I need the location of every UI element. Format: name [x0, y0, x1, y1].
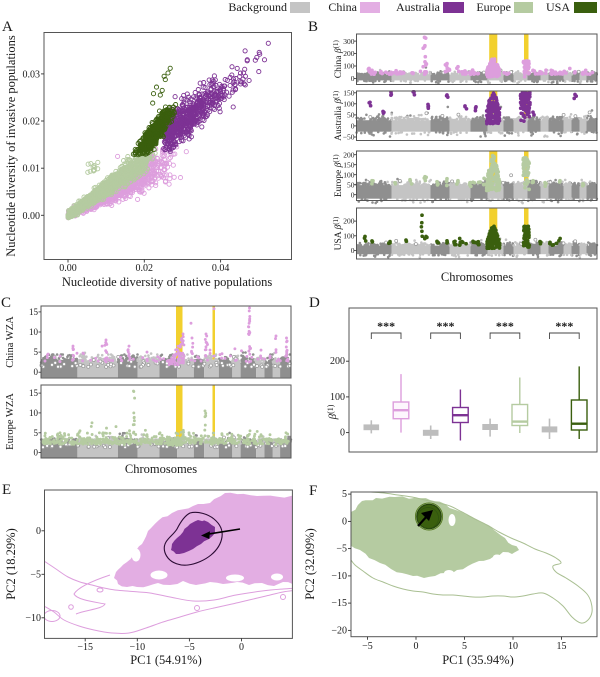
svg-text:−15: −15: [331, 598, 347, 609]
svg-text:−10: −10: [25, 613, 41, 624]
svg-text:100: 100: [343, 99, 355, 108]
svg-text:0: 0: [34, 448, 39, 458]
svg-text:200: 200: [343, 217, 355, 226]
svg-text:5: 5: [462, 641, 467, 652]
svg-text:100: 100: [343, 62, 355, 71]
svg-text:−10: −10: [129, 642, 145, 653]
svg-text:15: 15: [557, 641, 567, 652]
svg-text:Europe WZA: Europe WZA: [5, 393, 16, 450]
svg-text:0: 0: [342, 516, 347, 527]
svg-text:Background: Background: [228, 0, 287, 14]
svg-text:China WZA: China WZA: [5, 316, 16, 368]
svg-text:PC2 (18.29%): PC2 (18.29%): [4, 528, 18, 600]
svg-text:A: A: [2, 19, 13, 35]
svg-text:100: 100: [343, 170, 355, 179]
svg-text:0: 0: [340, 428, 345, 439]
svg-text:PC1 (54.91%): PC1 (54.91%): [130, 653, 202, 667]
svg-text:Europe β(1): Europe β(1): [332, 154, 344, 197]
svg-text:−5: −5: [30, 569, 41, 580]
svg-text:50: 50: [347, 111, 355, 120]
svg-text:β(1): β(1): [326, 404, 339, 420]
svg-text:0: 0: [239, 642, 244, 653]
svg-text:0: 0: [351, 74, 355, 83]
svg-text:−10: −10: [331, 571, 347, 582]
svg-text:Australia β(1): Australia β(1): [332, 90, 344, 141]
svg-text:0: 0: [34, 367, 39, 377]
svg-text:5: 5: [34, 428, 39, 438]
svg-text:E: E: [2, 482, 11, 498]
svg-text:Chromosomes: Chromosomes: [441, 270, 513, 284]
svg-text:Nucleotide diversity of invasi: Nucleotide diversity of invasive populat…: [4, 35, 18, 257]
svg-text:0: 0: [36, 526, 41, 537]
svg-text:Nucleotide diversity of native: Nucleotide diversity of native populatio…: [62, 275, 273, 289]
svg-text:200: 200: [330, 356, 345, 367]
svg-text:USA β(1): USA β(1): [332, 216, 344, 250]
svg-text:−5: −5: [184, 642, 195, 653]
svg-text:200: 200: [343, 49, 355, 58]
svg-text:***: ***: [496, 319, 514, 333]
svg-text:5: 5: [342, 489, 347, 500]
svg-text:10: 10: [508, 641, 518, 652]
svg-text:0: 0: [414, 641, 419, 652]
svg-text:0.03: 0.03: [23, 69, 41, 80]
svg-text:***: ***: [377, 319, 395, 333]
svg-text:USA: USA: [546, 0, 570, 14]
svg-text:0.04: 0.04: [212, 263, 230, 274]
svg-text:10: 10: [29, 327, 39, 337]
svg-text:China β(1): China β(1): [332, 40, 344, 79]
svg-text:0.00: 0.00: [59, 263, 77, 274]
svg-text:150: 150: [343, 160, 355, 169]
svg-text:Chromosomes: Chromosomes: [125, 462, 197, 476]
svg-text:PC2 (32.09%): PC2 (32.09%): [303, 528, 317, 600]
svg-text:10: 10: [29, 408, 39, 418]
svg-text:100: 100: [330, 392, 345, 403]
svg-text:5: 5: [34, 347, 39, 357]
svg-text:D: D: [309, 295, 320, 311]
svg-text:B: B: [308, 19, 318, 35]
svg-text:−5: −5: [362, 641, 373, 652]
svg-text:PC1 (35.94%): PC1 (35.94%): [442, 653, 514, 667]
svg-text:−50: −50: [343, 133, 355, 142]
svg-text:***: ***: [437, 319, 455, 333]
svg-text:−5: −5: [336, 544, 347, 555]
svg-text:F: F: [309, 483, 317, 499]
svg-text:Australia: Australia: [396, 0, 441, 14]
svg-text:15: 15: [29, 388, 39, 398]
svg-text:0.00: 0.00: [23, 211, 41, 222]
svg-text:***: ***: [555, 319, 573, 333]
svg-text:C: C: [1, 295, 11, 311]
svg-text:50: 50: [347, 180, 355, 189]
svg-text:0.01: 0.01: [23, 164, 41, 175]
svg-text:0.02: 0.02: [136, 263, 154, 274]
svg-text:China: China: [328, 0, 357, 14]
svg-text:0: 0: [351, 122, 355, 131]
svg-text:200: 200: [343, 150, 355, 159]
svg-text:100: 100: [343, 231, 355, 240]
svg-text:Europe: Europe: [476, 0, 511, 14]
svg-text:−15: −15: [77, 642, 93, 653]
svg-text:300: 300: [343, 37, 355, 46]
svg-text:0: 0: [351, 190, 355, 199]
svg-text:0.02: 0.02: [23, 117, 41, 128]
svg-text:15: 15: [29, 307, 39, 317]
svg-text:150: 150: [343, 88, 355, 97]
svg-text:−20: −20: [331, 625, 347, 636]
svg-text:0: 0: [351, 246, 355, 255]
